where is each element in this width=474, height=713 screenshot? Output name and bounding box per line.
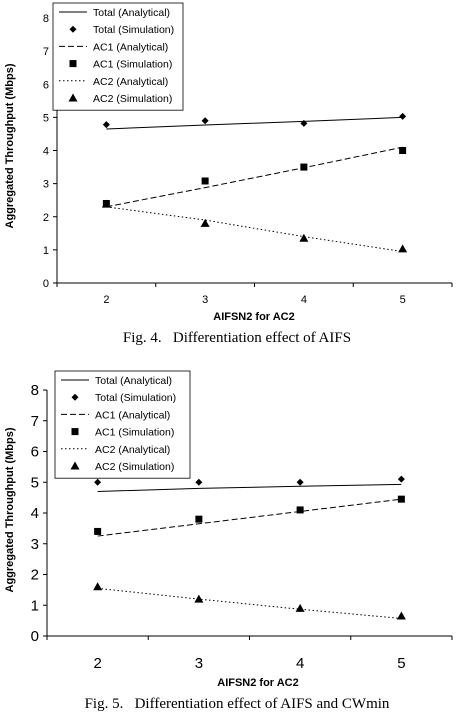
x-tick-label: 2 bbox=[93, 655, 101, 672]
y-tick-label: 2 bbox=[31, 567, 39, 584]
plot-area: 0 1 2 3 4 5 6 7 8 2 3 4 5 bbox=[31, 382, 453, 672]
x-tick-label: 3 bbox=[195, 655, 203, 672]
legend-swatch-marker bbox=[69, 25, 77, 33]
y-tick-label: 3 bbox=[43, 179, 49, 191]
plot-area: 0 1 2 3 4 5 6 7 8 2 3 4 5 bbox=[43, 13, 453, 306]
total-simulation-point bbox=[94, 478, 102, 486]
ac2-simulation-point bbox=[200, 218, 210, 227]
legend-swatch-marker bbox=[71, 393, 79, 401]
legend-entry: AC1 (Simulation) bbox=[93, 59, 172, 71]
y-tick-label: 3 bbox=[31, 536, 39, 553]
ac1-simulation-point bbox=[399, 147, 407, 154]
legend: Total (Analytical) Total (Simulation) AC1 … bbox=[54, 370, 191, 479]
legend-swatch-marker bbox=[71, 428, 79, 436]
ac2-analytical-line bbox=[97, 587, 402, 619]
ac1-simulation-point bbox=[296, 506, 304, 514]
y-tick-label: 4 bbox=[43, 146, 49, 158]
legend-entry: Total (Simulation) bbox=[95, 392, 176, 404]
legend-entry: AC1 (Analytical) bbox=[93, 41, 168, 53]
legend-entry: AC1 (Analytical) bbox=[95, 409, 170, 421]
x-tick-label: 2 bbox=[103, 294, 109, 306]
ac1-simulation-point bbox=[201, 177, 209, 185]
ac2-simulation-point bbox=[194, 594, 204, 603]
legend-swatch-marker bbox=[68, 93, 78, 102]
total-simulation-point bbox=[195, 478, 203, 486]
legend-swatch-marker bbox=[69, 60, 77, 68]
x-tick-label: 3 bbox=[202, 294, 208, 306]
ac1-simulation-point bbox=[397, 495, 405, 503]
y-tick-label: 8 bbox=[43, 13, 49, 25]
legend-entry: Total (Analytical) bbox=[95, 375, 172, 387]
total-simulation-point bbox=[201, 117, 209, 125]
ac2-simulation-point bbox=[93, 582, 103, 591]
y-tick-label: 4 bbox=[31, 505, 39, 522]
ac1-analytical-line bbox=[97, 498, 402, 537]
total-simulation-point bbox=[296, 478, 304, 486]
ac1-simulation-point bbox=[195, 515, 203, 523]
y-tick-label: 0 bbox=[31, 628, 39, 645]
chart-fig5: Aggregated Throughput (Mbps) AIFSN2 for … bbox=[4, 370, 453, 689]
legend-entry: AC2 (Analytical) bbox=[95, 444, 170, 456]
figure-caption: Fig. 4. Differentiation effect of AIFS bbox=[122, 330, 352, 346]
legend-entry: Total (Simulation) bbox=[93, 24, 174, 36]
y-tick-label: 8 bbox=[31, 382, 39, 399]
ac2-simulation-point bbox=[101, 199, 111, 208]
ac1-simulation-point bbox=[300, 163, 308, 171]
figure-caption: Fig. 5. Differentiation effect of AIFS a… bbox=[84, 696, 390, 712]
y-tick-label: 1 bbox=[31, 597, 39, 614]
x-tick-label: 4 bbox=[296, 655, 304, 672]
ac2-simulation-point bbox=[398, 244, 408, 253]
total-simulation-point bbox=[300, 119, 308, 127]
y-tick-label: 6 bbox=[43, 79, 49, 91]
chart-fig4: Aggregated Throughput (Mbps) AIFSN2 for … bbox=[4, 2, 453, 323]
ac2-simulation-point bbox=[396, 611, 406, 620]
y-axis-label: Aggregated Throughput (Mbps) bbox=[4, 63, 16, 228]
ac2-simulation-point bbox=[299, 233, 309, 242]
total-analytical-line bbox=[97, 483, 402, 492]
legend-box bbox=[54, 370, 191, 479]
y-tick-label: 7 bbox=[43, 46, 49, 58]
x-tick-label: 5 bbox=[400, 294, 406, 306]
y-tick-label: 5 bbox=[31, 474, 39, 491]
x-axis-label: AIFSN2 for AC2 bbox=[217, 677, 299, 689]
ac2-analytical-line bbox=[106, 206, 403, 253]
y-tick-label: 2 bbox=[43, 212, 49, 224]
x-axis-label: AIFSN2 for AC2 bbox=[213, 311, 295, 323]
legend-entry: AC2 (Simulation) bbox=[93, 93, 172, 105]
x-tick-label: 4 bbox=[301, 294, 307, 306]
total-analytical-line bbox=[106, 116, 403, 130]
legend-entry: AC2 (Simulation) bbox=[95, 461, 174, 473]
total-simulation-point bbox=[102, 121, 110, 129]
total-simulation-point bbox=[399, 112, 407, 120]
ac1-analytical-line bbox=[106, 146, 403, 208]
y-tick-label: 5 bbox=[43, 112, 49, 124]
ac1-simulation-point bbox=[94, 527, 102, 535]
y-tick-label: 1 bbox=[43, 245, 49, 257]
legend: Total (Analytical) Total (Simulation) AC1 … bbox=[52, 2, 184, 111]
legend-entry: AC1 (Simulation) bbox=[95, 427, 174, 439]
legend-entry: Total (Analytical) bbox=[93, 7, 170, 19]
legend-swatch-marker bbox=[70, 461, 80, 470]
legend-box bbox=[52, 2, 184, 111]
legend-entry: AC2 (Analytical) bbox=[93, 76, 168, 88]
ac2-simulation-point bbox=[295, 603, 305, 612]
y-tick-label: 0 bbox=[43, 278, 49, 290]
x-tick-label: 5 bbox=[397, 655, 405, 672]
y-tick-label: 7 bbox=[31, 413, 39, 430]
y-axis-label: Aggregated Throughput (Mbps) bbox=[4, 427, 16, 592]
total-simulation-point bbox=[397, 475, 405, 483]
y-tick-label: 6 bbox=[31, 444, 39, 461]
